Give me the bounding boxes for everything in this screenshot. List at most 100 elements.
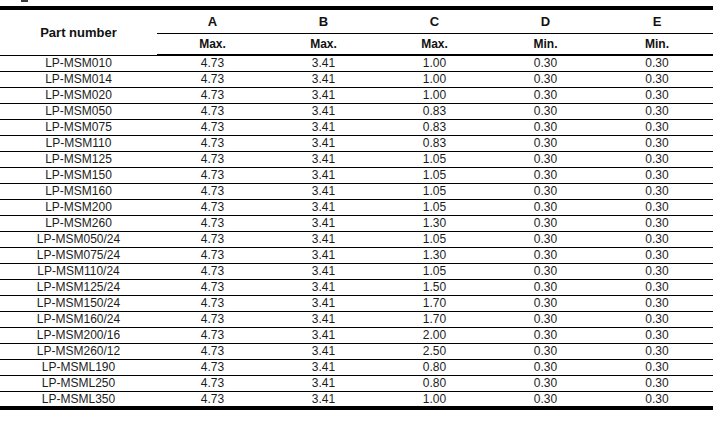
table-row: LP-MSM150/24 4.73 3.41 1.70 0.30 0.30 <box>0 295 713 311</box>
value-cell: 0.30 <box>490 119 601 135</box>
part-number-cell: LP-MSM260 <box>0 215 157 231</box>
part-number-cell: LP-MSM200/16 <box>0 327 157 343</box>
value-cell: 0.30 <box>601 151 713 167</box>
table-row: LP-MSM050/24 4.73 3.41 1.05 0.30 0.30 <box>0 231 713 247</box>
value-cell: 4.73 <box>157 183 268 199</box>
part-number-cell: LP-MSM160/24 <box>0 311 157 327</box>
value-cell: 0.30 <box>490 199 601 215</box>
value-cell: 0.83 <box>379 103 490 119</box>
value-cell: 0.30 <box>490 391 601 408</box>
value-cell: 0.30 <box>490 311 601 327</box>
column-header-e: E <box>601 8 713 34</box>
value-cell: 0.30 <box>601 231 713 247</box>
value-cell: 0.30 <box>601 87 713 103</box>
value-cell: 1.00 <box>379 391 490 408</box>
value-cell: 4.73 <box>157 87 268 103</box>
part-number-cell: LP-MSM110/24 <box>0 263 157 279</box>
table-row: LP-MSM075/24 4.73 3.41 1.30 0.30 0.30 <box>0 247 713 263</box>
value-cell: 4.73 <box>157 71 268 87</box>
value-cell: 3.41 <box>268 295 379 311</box>
table-row: LP-MSM125/24 4.73 3.41 1.50 0.30 0.30 <box>0 279 713 295</box>
value-cell: 0.30 <box>490 215 601 231</box>
part-number-cell: LP-MSM050 <box>0 103 157 119</box>
part-number-cell: LP-MSM260/12 <box>0 343 157 359</box>
value-cell: 0.30 <box>601 279 713 295</box>
value-cell: 1.00 <box>379 71 490 87</box>
value-cell: 4.73 <box>157 311 268 327</box>
value-cell: 4.73 <box>157 391 268 408</box>
value-cell: 4.73 <box>157 343 268 359</box>
part-number-header: Part number <box>0 8 157 55</box>
limit-header-d: Min. <box>490 34 601 56</box>
value-cell: 4.73 <box>157 247 268 263</box>
value-cell: 0.83 <box>379 119 490 135</box>
part-number-cell: LP-MSM075 <box>0 119 157 135</box>
limit-header-e: Min. <box>601 34 713 56</box>
part-number-cell: LP-MSML350 <box>0 391 157 408</box>
column-header-c: C <box>379 8 490 34</box>
value-cell: 2.00 <box>379 327 490 343</box>
part-number-cell: LP-MSM125 <box>0 151 157 167</box>
value-cell: 0.30 <box>490 71 601 87</box>
value-cell: 4.73 <box>157 375 268 391</box>
value-cell: 3.41 <box>268 263 379 279</box>
table-row: LP-MSML190 4.73 3.41 0.80 0.30 0.30 <box>0 359 713 375</box>
limit-header-c: Max. <box>379 34 490 56</box>
value-cell: 3.41 <box>268 311 379 327</box>
value-cell: 0.30 <box>490 343 601 359</box>
table-row: LP-MSM260 4.73 3.41 1.30 0.30 0.30 <box>0 215 713 231</box>
value-cell: 4.73 <box>157 119 268 135</box>
value-cell: 4.73 <box>157 135 268 151</box>
part-number-cell: LP-MSM020 <box>0 87 157 103</box>
value-cell: 1.05 <box>379 199 490 215</box>
value-cell: 3.41 <box>268 375 379 391</box>
header-letter-row: Part number A B C D E <box>0 8 713 34</box>
value-cell: 0.30 <box>601 55 713 71</box>
datasheet-page: Part number A B C D E Max. Max. Max. Min… <box>0 0 713 438</box>
value-cell: 3.41 <box>268 135 379 151</box>
value-cell: 3.41 <box>268 103 379 119</box>
value-cell: 3.41 <box>268 327 379 343</box>
table-row: LP-MSM014 4.73 3.41 1.00 0.30 0.30 <box>0 71 713 87</box>
value-cell: 1.70 <box>379 311 490 327</box>
value-cell: 0.30 <box>601 135 713 151</box>
value-cell: 0.30 <box>490 231 601 247</box>
value-cell: 4.73 <box>157 279 268 295</box>
table-row: LP-MSM050 4.73 3.41 0.83 0.30 0.30 <box>0 103 713 119</box>
value-cell: 0.30 <box>490 103 601 119</box>
part-number-cell: LP-MSML250 <box>0 375 157 391</box>
dimensions-table: Part number A B C D E Max. Max. Max. Min… <box>0 6 713 410</box>
value-cell: 3.41 <box>268 231 379 247</box>
table-row: LP-MSM020 4.73 3.41 1.00 0.30 0.30 <box>0 87 713 103</box>
value-cell: 0.30 <box>490 87 601 103</box>
value-cell: 1.70 <box>379 295 490 311</box>
value-cell: 4.73 <box>157 55 268 71</box>
table-row: LP-MSM160 4.73 3.41 1.05 0.30 0.30 <box>0 183 713 199</box>
value-cell: 3.41 <box>268 183 379 199</box>
value-cell: 0.30 <box>601 295 713 311</box>
value-cell: 0.30 <box>601 119 713 135</box>
value-cell: 0.30 <box>490 135 601 151</box>
value-cell: 2.50 <box>379 343 490 359</box>
value-cell: 0.80 <box>379 359 490 375</box>
part-number-cell: LP-MSM160 <box>0 183 157 199</box>
part-number-cell: LP-MSM150/24 <box>0 295 157 311</box>
value-cell: 0.30 <box>490 263 601 279</box>
value-cell: 1.30 <box>379 215 490 231</box>
value-cell: 4.73 <box>157 103 268 119</box>
value-cell: 3.41 <box>268 279 379 295</box>
limit-header-a: Max. <box>157 34 268 56</box>
part-number-cell: LP-MSM050/24 <box>0 231 157 247</box>
value-cell: 3.41 <box>268 119 379 135</box>
column-header-d: D <box>490 8 601 34</box>
value-cell: 0.30 <box>490 327 601 343</box>
value-cell: 3.41 <box>268 343 379 359</box>
table-row: LP-MSM125 4.73 3.41 1.05 0.30 0.30 <box>0 151 713 167</box>
value-cell: 3.41 <box>268 199 379 215</box>
value-cell: 0.30 <box>601 359 713 375</box>
part-number-cell: LP-MSM010 <box>0 55 157 71</box>
value-cell: 0.30 <box>490 55 601 71</box>
column-header-a: A <box>157 8 268 34</box>
table-row: LP-MSM200 4.73 3.41 1.05 0.30 0.30 <box>0 199 713 215</box>
value-cell: 3.41 <box>268 55 379 71</box>
